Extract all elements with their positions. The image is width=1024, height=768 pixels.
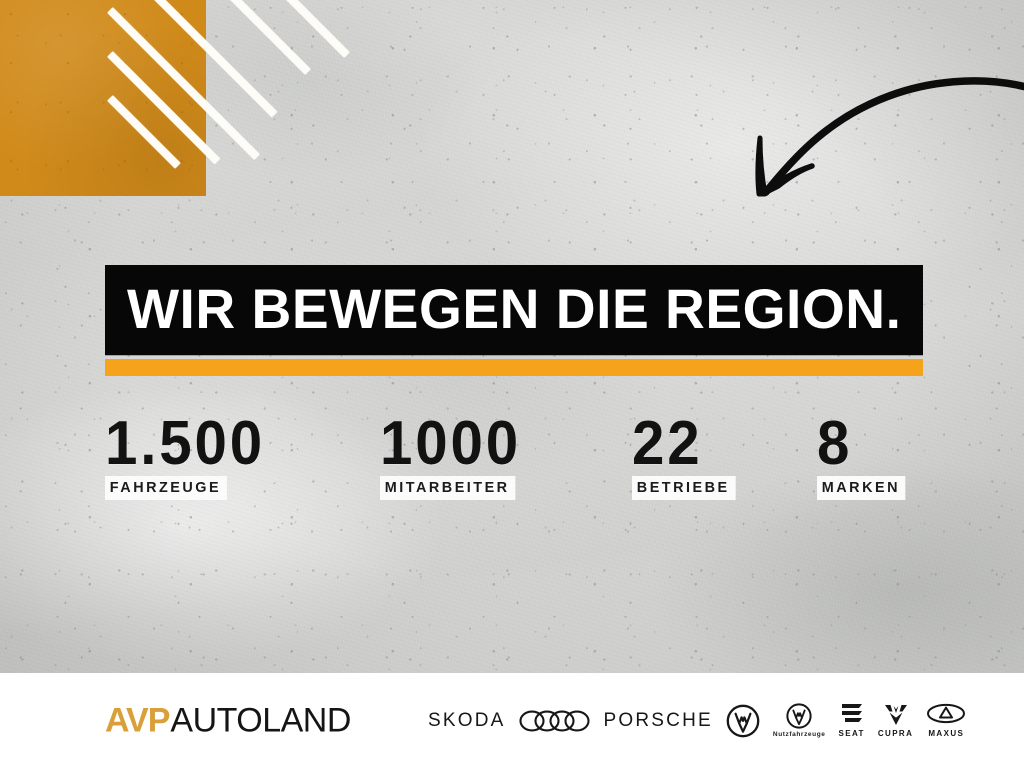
orange-corner-block — [0, 0, 206, 196]
porsche-wordmark: PORSCHE — [603, 709, 713, 731]
volkswagen-icon — [726, 704, 760, 737]
audi-rings-icon — [518, 710, 590, 731]
brand-logo-porsche[interactable]: PORSCHE — [604, 698, 713, 744]
avp-logo-word: AUTOLAND — [170, 701, 351, 739]
stat-marken: 8 MARKEN — [817, 409, 909, 500]
brand-logo-audi[interactable] — [518, 698, 591, 744]
hand-drawn-arrow-icon — [700, 52, 1024, 220]
stat-label: MITARBEITER — [380, 475, 516, 500]
headline-block: WIR BEWEGEN DIE REGION. — [105, 265, 923, 376]
stat-fahrzeuge: 1.500 FAHRZEUGE — [105, 409, 275, 500]
brand-logo-cupra[interactable]: CUPRA — [878, 698, 913, 744]
seat-s-icon — [841, 704, 862, 722]
brand-logo-volkswagen-nutzfahrzeuge[interactable]: Nutzfahrzeuge — [773, 698, 826, 744]
brand-logo-seat[interactable]: SEAT — [839, 698, 865, 744]
vw-nutzfahrzeuge-label: Nutzfahrzeuge — [772, 731, 826, 738]
stat-label: FAHRZEUGE — [105, 475, 227, 500]
stat-number: 8 — [817, 409, 853, 478]
headline-bar: WIR BEWEGEN DIE REGION. — [105, 265, 923, 355]
stat-mitarbeiter: 1000 MITARBEITER — [380, 409, 530, 500]
stats-row: 1.500 FAHRZEUGE 1000 MITARBEITER 22 BETR… — [105, 409, 935, 514]
maxus-label: MAXUS — [928, 729, 965, 738]
skoda-wordmark: SKODA — [428, 709, 506, 731]
stat-number: 1000 — [380, 409, 521, 478]
cupra-label: CUPRA — [877, 729, 914, 738]
stat-label: MARKEN — [817, 475, 906, 500]
stat-number: 1.500 — [105, 409, 265, 478]
footer-bar: AVP AUTOLAND SKODA — [0, 673, 1024, 768]
page-title: WIR BEWEGEN DIE REGION. — [127, 277, 902, 340]
brand-logo-maxus[interactable]: MAXUS — [926, 698, 966, 744]
brand-logo-volkswagen[interactable] — [726, 698, 760, 744]
brand-logo-skoda[interactable]: SKODA — [428, 698, 506, 744]
seat-label: SEAT — [838, 729, 865, 738]
brand-logo-row: SKODA PORSCHE — [428, 696, 966, 746]
headline-orange-underline — [105, 359, 923, 376]
hero-background: WIR BEWEGEN DIE REGION. 1.500 FAHRZEUGE … — [0, 0, 1024, 673]
stat-betriebe: 22 BETRIEBE — [632, 409, 740, 500]
stat-number: 22 — [632, 409, 703, 478]
stat-label: BETRIEBE — [632, 475, 736, 500]
avp-autoland-logo[interactable]: AVP AUTOLAND — [105, 701, 351, 740]
maxus-icon — [927, 703, 966, 724]
volkswagen-nutzfahrzeuge-icon — [786, 703, 812, 729]
cupra-tribal-icon — [884, 705, 907, 725]
avp-logo-mark: AVP — [105, 701, 170, 739]
